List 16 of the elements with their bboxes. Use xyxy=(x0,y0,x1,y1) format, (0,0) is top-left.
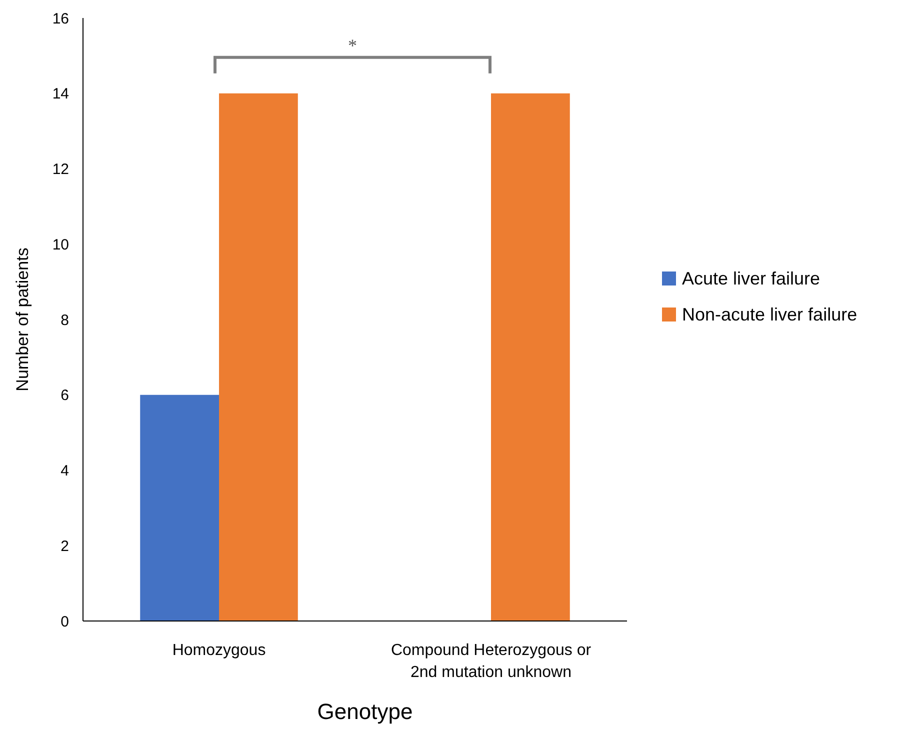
x-axis-title: Genotype xyxy=(317,699,413,724)
y-axis-title: Number of patients xyxy=(13,248,32,392)
y-tick-label: 0 xyxy=(60,613,69,630)
y-tick-label: 14 xyxy=(52,86,69,103)
annotation: * xyxy=(348,35,357,56)
legend-label: Non-acute liver failure xyxy=(682,304,858,324)
y-tick-label: 6 xyxy=(60,387,69,404)
y-tick-label: 12 xyxy=(52,161,69,178)
y-tick-label: 10 xyxy=(52,236,69,254)
x-tick-label: Compound Heterozygous or 2nd mutation unknown xyxy=(390,642,592,681)
y-tick-label: 2 xyxy=(60,538,69,555)
y-tick-label: 4 xyxy=(60,462,69,480)
x-tick-label: Homozygous xyxy=(172,642,266,659)
y-tick-label: 8 xyxy=(60,312,69,329)
y-tick-label: 16 xyxy=(52,10,69,28)
legend-label: Acute liver failure xyxy=(682,268,820,288)
